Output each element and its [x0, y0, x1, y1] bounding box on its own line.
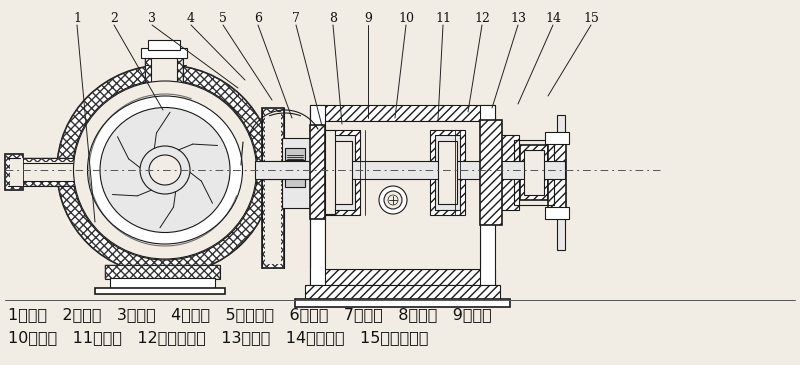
Ellipse shape: [149, 155, 181, 185]
Bar: [520, 145, 548, 200]
Text: 1: 1: [73, 12, 81, 24]
Bar: [545, 132, 569, 144]
Bar: [10, 158, 90, 186]
Bar: [5, 154, 23, 190]
Bar: [285, 148, 305, 160]
Text: 10、油镜   11、轴承   12、轴承压盖   13、油封   14、联轴器   15、吸紧螺栓: 10、油镜 11、轴承 12、轴承压盖 13、油封 14、联轴器 15、吸紧螺栓: [8, 330, 429, 346]
Bar: [10, 162, 88, 182]
Bar: [548, 140, 566, 208]
Text: 15: 15: [583, 12, 599, 24]
Bar: [20, 163, 85, 181]
Bar: [265, 112, 281, 264]
Bar: [325, 130, 360, 215]
Bar: [255, 161, 565, 179]
Bar: [145, 55, 183, 105]
Text: 11: 11: [435, 12, 451, 24]
Text: 6: 6: [254, 12, 262, 24]
Bar: [151, 55, 177, 95]
Circle shape: [379, 186, 407, 214]
Text: 2: 2: [110, 12, 118, 24]
Ellipse shape: [140, 146, 190, 194]
Bar: [435, 135, 460, 210]
Text: 13: 13: [510, 12, 526, 24]
Bar: [10, 158, 23, 186]
Bar: [480, 120, 502, 225]
Text: 4: 4: [187, 12, 195, 24]
Bar: [262, 108, 284, 268]
Bar: [310, 105, 495, 121]
Bar: [95, 288, 225, 294]
Text: 3: 3: [148, 12, 156, 24]
Bar: [282, 138, 310, 208]
Bar: [148, 40, 180, 50]
Bar: [305, 285, 500, 299]
Bar: [430, 130, 465, 215]
Ellipse shape: [73, 80, 258, 260]
Bar: [105, 265, 220, 279]
Bar: [295, 299, 510, 307]
Ellipse shape: [74, 81, 257, 259]
Ellipse shape: [57, 65, 273, 275]
Text: 8: 8: [329, 12, 337, 24]
Bar: [5, 154, 23, 190]
Bar: [10, 158, 90, 186]
Bar: [310, 105, 325, 285]
Bar: [545, 207, 569, 219]
Ellipse shape: [87, 96, 242, 244]
Bar: [285, 175, 305, 187]
Bar: [480, 105, 495, 285]
Bar: [110, 278, 215, 288]
Bar: [514, 140, 554, 205]
Text: 10: 10: [398, 12, 414, 24]
Bar: [105, 265, 220, 279]
Bar: [325, 130, 335, 214]
Bar: [325, 121, 480, 269]
Text: 5: 5: [219, 12, 227, 24]
Bar: [141, 48, 187, 58]
Text: 14: 14: [545, 12, 561, 24]
Bar: [438, 141, 457, 204]
Circle shape: [384, 191, 402, 209]
Bar: [310, 269, 495, 285]
Bar: [145, 55, 183, 105]
Text: 12: 12: [474, 12, 490, 24]
Text: 1、泵体   2、叶轮   3、后盖   4、压盖   5、密封件   6、托架   7、泵轴   8、轴承   9、油盖: 1、泵体 2、叶轮 3、后盖 4、压盖 5、密封件 6、托架 7、泵轴 8、轴承…: [8, 307, 492, 323]
Bar: [557, 115, 565, 250]
Bar: [524, 150, 544, 195]
Bar: [262, 108, 284, 268]
Text: 9: 9: [364, 12, 372, 24]
Bar: [501, 135, 519, 210]
Ellipse shape: [100, 108, 230, 233]
Bar: [310, 125, 325, 219]
Bar: [330, 135, 355, 210]
Text: 7: 7: [292, 12, 300, 24]
Bar: [333, 141, 352, 204]
